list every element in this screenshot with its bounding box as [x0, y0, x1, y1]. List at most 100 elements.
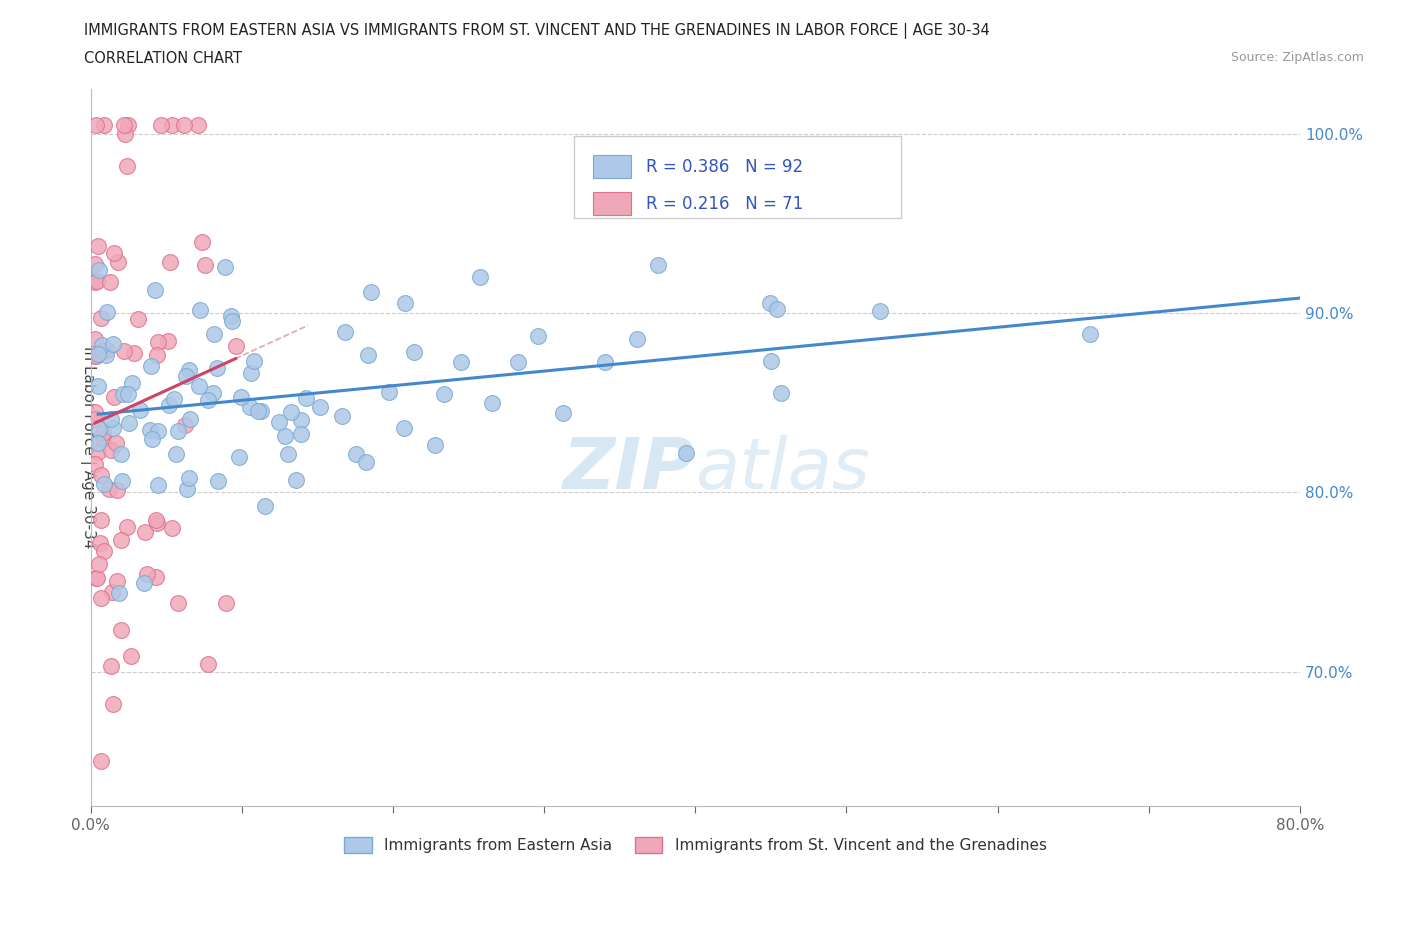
Point	[357, 347, 380, 362]
Point	[277, 446, 299, 461]
FancyBboxPatch shape	[592, 155, 631, 179]
Point	[139, 422, 162, 437]
Point	[90, 753, 112, 768]
Point	[103, 389, 125, 404]
Text: Source: ZipAtlas.com: Source: ZipAtlas.com	[1230, 51, 1364, 64]
Point	[110, 622, 132, 637]
Point	[219, 308, 242, 323]
Point	[177, 471, 200, 485]
Point	[86, 273, 108, 288]
Point	[141, 358, 163, 373]
FancyBboxPatch shape	[592, 193, 631, 215]
Point	[110, 533, 132, 548]
Point	[84, 275, 107, 290]
Point	[174, 368, 197, 383]
Point	[225, 339, 247, 354]
Point	[188, 302, 211, 317]
Point	[450, 354, 472, 369]
Point	[111, 473, 134, 488]
Point	[84, 349, 107, 364]
Point	[100, 443, 122, 458]
Point	[197, 392, 219, 407]
Point	[105, 483, 128, 498]
Point	[90, 591, 112, 605]
Point	[84, 411, 107, 426]
Point	[197, 657, 219, 671]
Point	[360, 285, 382, 299]
Point	[90, 337, 112, 352]
Point	[157, 397, 180, 412]
Point	[392, 421, 415, 436]
Point	[87, 347, 110, 362]
Y-axis label: In Labor Force | Age 30-34: In Labor Force | Age 30-34	[80, 347, 96, 549]
Point	[481, 395, 503, 410]
Point	[90, 512, 112, 527]
Point	[111, 387, 134, 402]
Point	[143, 283, 166, 298]
Point	[173, 118, 195, 133]
Text: R = 0.386   N = 92: R = 0.386 N = 92	[645, 158, 803, 176]
Point	[423, 437, 446, 452]
Point	[159, 255, 181, 270]
Point	[254, 498, 277, 513]
Point	[112, 118, 135, 133]
Point	[117, 118, 139, 133]
Point	[165, 446, 187, 461]
Point	[179, 412, 201, 427]
Point	[145, 570, 167, 585]
Point	[243, 353, 266, 368]
Point	[87, 379, 110, 393]
Point	[150, 118, 173, 133]
Legend: Immigrants from Eastern Asia, Immigrants from St. Vincent and the Grenadines: Immigrants from Eastern Asia, Immigrants…	[337, 831, 1053, 859]
Point	[146, 334, 169, 349]
Point	[1319, 305, 1341, 320]
Point	[179, 363, 201, 378]
Point	[394, 296, 416, 311]
Point	[90, 310, 112, 325]
Point	[84, 405, 107, 419]
Point	[115, 519, 138, 534]
Point	[231, 390, 253, 405]
Point	[141, 432, 163, 446]
Point	[98, 481, 121, 496]
Point	[101, 337, 124, 352]
Point	[96, 305, 118, 320]
Point	[84, 349, 107, 364]
Point	[404, 344, 426, 359]
Point	[98, 274, 121, 289]
Point	[93, 118, 115, 133]
Text: CORRELATION CHART: CORRELATION CHART	[84, 51, 242, 66]
Point	[103, 246, 125, 261]
Point	[127, 312, 149, 326]
Point	[129, 403, 152, 418]
Point	[221, 313, 243, 328]
Point	[100, 658, 122, 673]
Point	[160, 521, 183, 536]
Point	[553, 405, 575, 420]
Point	[96, 343, 118, 358]
Point	[207, 473, 229, 488]
Point	[247, 404, 270, 418]
Point	[146, 347, 169, 362]
Point	[290, 426, 312, 441]
Point	[869, 303, 891, 318]
Point	[84, 457, 107, 472]
Point	[377, 384, 399, 399]
Point	[90, 468, 112, 483]
Point	[433, 387, 456, 402]
Point	[308, 400, 330, 415]
Point	[295, 391, 318, 405]
Point	[117, 386, 139, 401]
Point	[174, 418, 197, 432]
Point	[527, 329, 550, 344]
Point	[759, 296, 782, 311]
Point	[176, 481, 198, 496]
Point	[468, 270, 491, 285]
Text: ZIP: ZIP	[562, 434, 696, 504]
Point	[91, 432, 114, 446]
Point	[163, 392, 186, 406]
Point	[103, 697, 125, 711]
Point	[89, 536, 111, 551]
Point	[107, 586, 129, 601]
Point	[110, 446, 132, 461]
